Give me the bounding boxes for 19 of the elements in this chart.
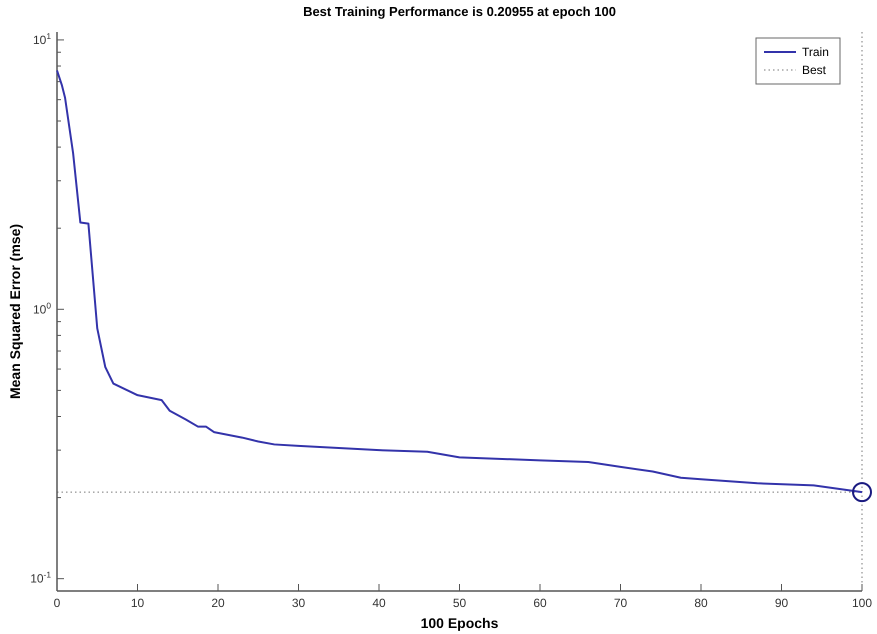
x-tick-label: 70 — [614, 596, 628, 610]
y-axis-title: Mean Squared Error (mse) — [7, 224, 23, 400]
x-tick-label: 50 — [452, 596, 466, 610]
x-tick-label: 0 — [54, 596, 61, 610]
x-tick-label: 20 — [211, 596, 225, 610]
x-tick-label: 40 — [372, 596, 386, 610]
x-tick-label: 100 — [852, 596, 872, 610]
legend-label: Train — [802, 45, 829, 59]
chart-title: Best Training Performance is 0.20955 at epoch 100 — [303, 4, 616, 19]
x-tick-label: 90 — [774, 596, 788, 610]
y-tick-label: 10$^{0}$ — [32, 300, 52, 316]
x-tick-label: 80 — [694, 596, 708, 610]
legend-label: Best — [802, 63, 827, 77]
y-tick-label: 10$^{1}$ — [32, 30, 52, 47]
x-axis-title: 100 Epochs — [420, 615, 499, 631]
x-tick-label: 10 — [130, 596, 144, 610]
y-tick-label: 10$^{-1}$ — [30, 570, 52, 586]
x-tick-label: 60 — [533, 596, 547, 610]
x-tick-label: 30 — [292, 596, 306, 610]
